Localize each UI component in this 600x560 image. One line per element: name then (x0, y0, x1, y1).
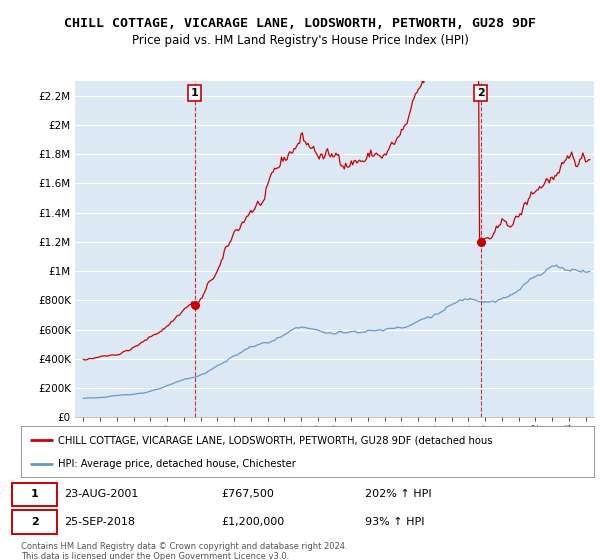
Text: 1: 1 (31, 489, 38, 500)
Text: £1,200,000: £1,200,000 (221, 517, 285, 527)
Text: Price paid vs. HM Land Registry's House Price Index (HPI): Price paid vs. HM Land Registry's House … (131, 34, 469, 47)
FancyBboxPatch shape (13, 483, 57, 506)
Text: Contains HM Land Registry data © Crown copyright and database right 2024.
This d: Contains HM Land Registry data © Crown c… (21, 542, 347, 560)
Text: 202% ↑ HPI: 202% ↑ HPI (365, 489, 431, 500)
Text: HPI: Average price, detached house, Chichester: HPI: Average price, detached house, Chic… (58, 459, 296, 469)
Text: 1: 1 (191, 88, 199, 98)
Text: 25-SEP-2018: 25-SEP-2018 (64, 517, 135, 527)
Text: CHILL COTTAGE, VICARAGE LANE, LODSWORTH, PETWORTH, GU28 9DF (detached hous: CHILL COTTAGE, VICARAGE LANE, LODSWORTH,… (58, 435, 493, 445)
Text: £767,500: £767,500 (221, 489, 274, 500)
FancyBboxPatch shape (13, 510, 57, 534)
Text: 93% ↑ HPI: 93% ↑ HPI (365, 517, 424, 527)
Text: CHILL COTTAGE, VICARAGE LANE, LODSWORTH, PETWORTH, GU28 9DF: CHILL COTTAGE, VICARAGE LANE, LODSWORTH,… (64, 17, 536, 30)
Text: 23-AUG-2001: 23-AUG-2001 (64, 489, 139, 500)
Text: 2: 2 (477, 88, 485, 98)
Text: 2: 2 (31, 517, 38, 527)
